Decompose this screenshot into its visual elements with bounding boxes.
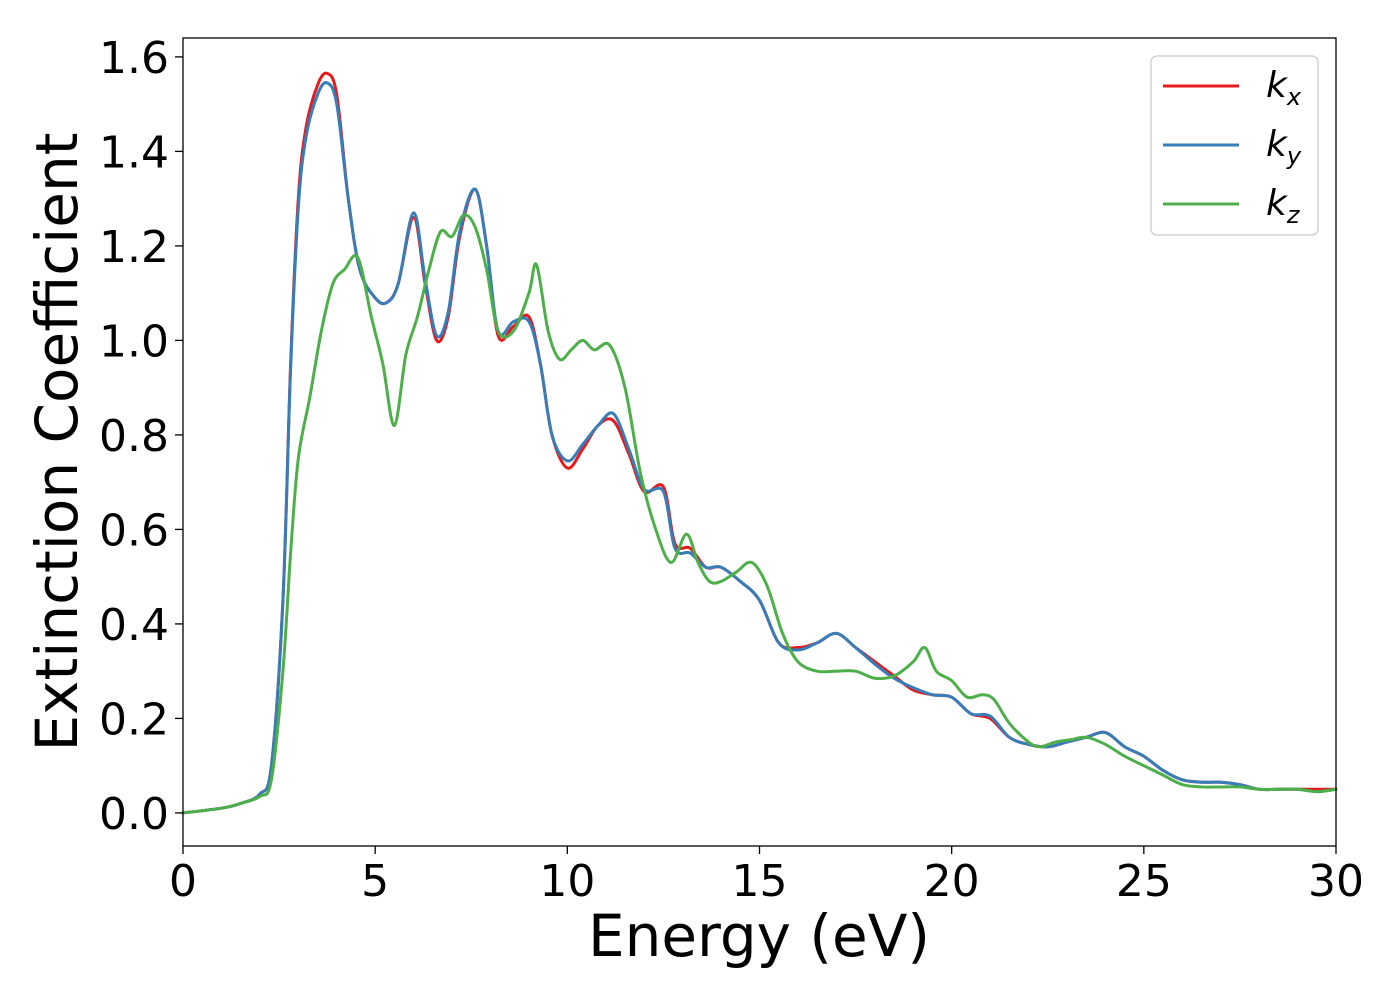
y-axis-label: Extinction Coefficient — [23, 133, 91, 752]
legend: kx ky kz — [1150, 55, 1319, 236]
series-layer — [181, 71, 1338, 815]
x-tick-label: 0 — [169, 856, 197, 907]
x-axis-label: Energy (eV) — [588, 902, 930, 970]
y-tick-label: 1.2 — [99, 222, 169, 273]
legend-label-kx: kx — [1266, 65, 1302, 111]
legend-label-ky: ky — [1266, 124, 1302, 170]
y-tick-label: 0.6 — [99, 505, 169, 556]
y-tick-label: 1.0 — [99, 316, 169, 367]
x-tick-label: 20 — [924, 856, 980, 907]
x-tick-label: 10 — [539, 856, 595, 907]
y-tick-label: 1.4 — [99, 127, 169, 178]
y-axis: 0.0 0.2 0.4 0.6 0.8 1.0 1.2 1.4 1.6 — [99, 33, 183, 840]
y-tick-label: 0.4 — [99, 600, 169, 651]
y-tick-label: 0.0 — [99, 789, 169, 840]
x-axis: 0 5 10 15 20 25 30 — [169, 846, 1364, 907]
x-tick-label: 5 — [361, 856, 389, 907]
legend-label-kz: kz — [1266, 183, 1301, 229]
y-tick-label: 0.2 — [99, 694, 169, 745]
x-tick-label: 30 — [1308, 856, 1364, 907]
series-line-kz — [181, 213, 1338, 815]
x-tick-label: 15 — [732, 856, 788, 907]
x-tick-label: 25 — [1116, 856, 1172, 907]
y-tick-label: 0.8 — [99, 411, 169, 462]
y-tick-label: 1.6 — [99, 33, 169, 84]
